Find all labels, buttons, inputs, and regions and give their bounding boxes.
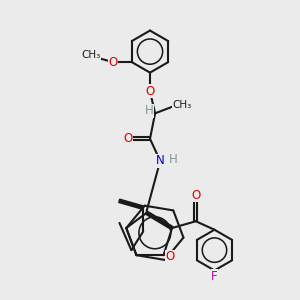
Text: O: O: [146, 85, 154, 98]
Text: H: H: [169, 153, 177, 166]
Text: N: N: [156, 154, 165, 167]
Text: O: O: [123, 132, 133, 145]
Text: H: H: [145, 104, 153, 117]
Text: F: F: [211, 270, 218, 283]
Text: O: O: [166, 250, 175, 263]
Text: CH₃: CH₃: [81, 50, 101, 60]
Text: O: O: [191, 189, 200, 202]
Text: CH₃: CH₃: [172, 100, 192, 110]
Text: O: O: [109, 56, 118, 69]
